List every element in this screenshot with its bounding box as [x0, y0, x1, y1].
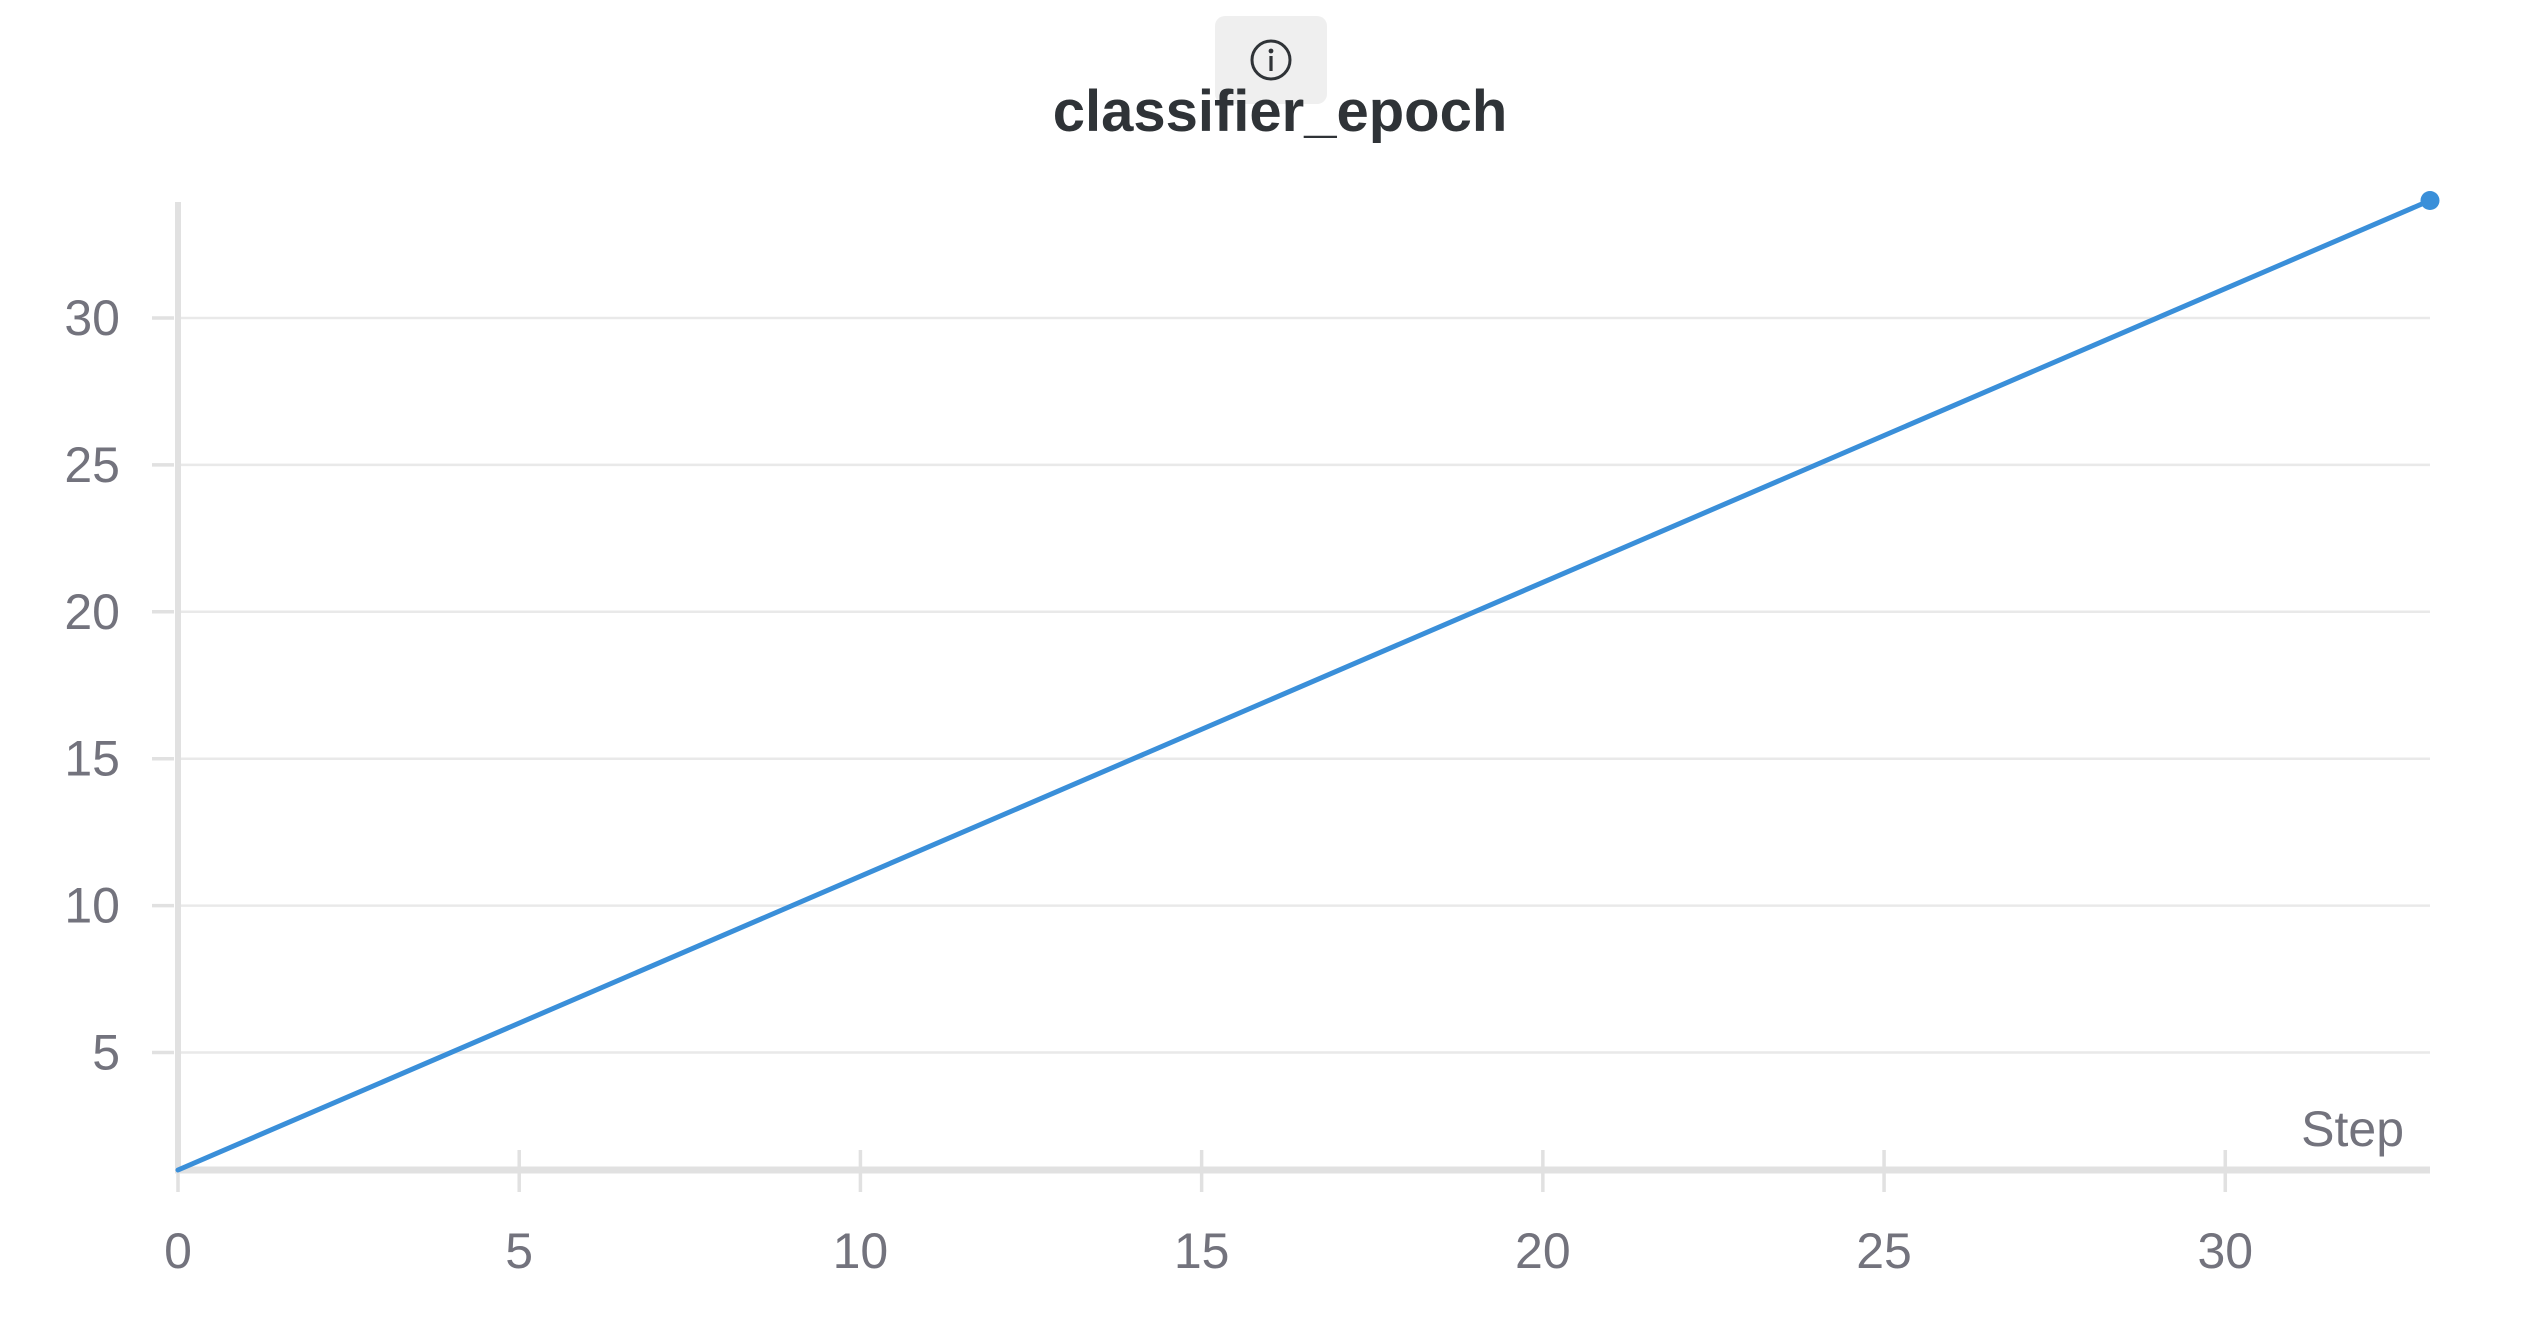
info-button[interactable] [1215, 16, 1327, 104]
y-tick-label: 10 [64, 878, 120, 934]
x-tick-label: 10 [833, 1223, 889, 1279]
y-tick-label: 20 [64, 584, 120, 640]
series-end-point [2420, 190, 2440, 210]
x-tick-label: 0 [164, 1223, 192, 1279]
x-tick-label: 15 [1174, 1223, 1230, 1279]
y-tick-label: 30 [64, 290, 120, 346]
y-tick-label: 15 [64, 731, 120, 787]
info-circle-icon [1250, 39, 1292, 81]
chart-title: classifier_epoch [1052, 79, 1508, 144]
x-tick-label: 20 [1515, 1223, 1571, 1279]
x-tick-label: 30 [2197, 1223, 2253, 1279]
y-tick-label: 25 [64, 437, 120, 493]
x-axis-label: Step [2301, 1101, 2404, 1157]
x-tick-label: 5 [505, 1223, 533, 1279]
x-tick-label: 25 [1856, 1223, 1912, 1279]
series-line [175, 197, 2433, 1173]
y-tick-label: 5 [92, 1024, 120, 1080]
